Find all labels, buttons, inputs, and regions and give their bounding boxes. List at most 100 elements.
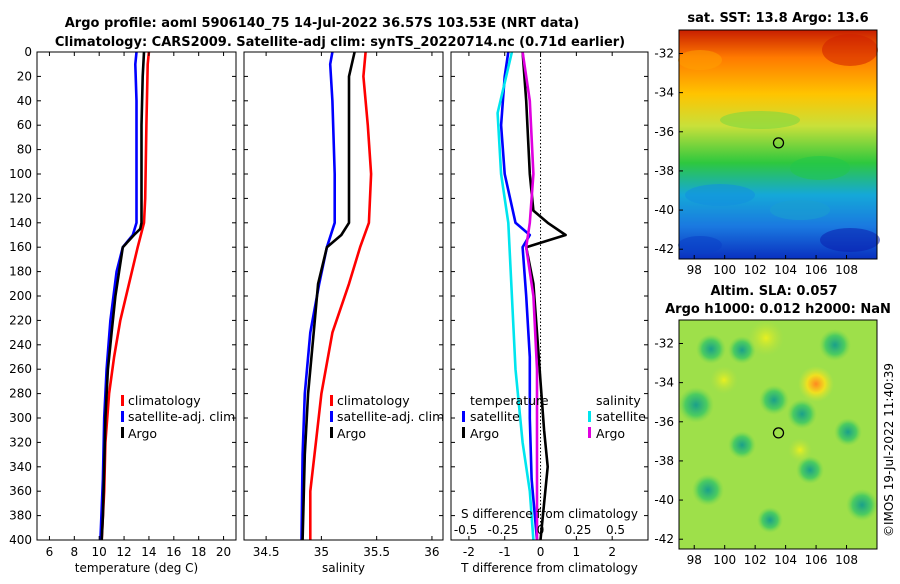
- x-tick-label: 8: [70, 545, 78, 559]
- y-tick-label: 220: [9, 313, 32, 327]
- map-y-tick-label: -40: [654, 203, 674, 217]
- legend-swatch-climatology: [121, 395, 124, 406]
- legend-label-satellite: satellite-adj. clim: [128, 409, 235, 424]
- y-tick-label: 100: [9, 167, 32, 181]
- map-x-tick-label: 104: [774, 553, 797, 567]
- difference-legend: temperature satellite Argo salinity sate…: [462, 393, 646, 441]
- y-tick-label: 280: [9, 387, 32, 401]
- x-tick-label: 10: [92, 545, 107, 559]
- legend-label-sat-sal: satellite: [596, 409, 646, 424]
- legend-label-climatology: climatology: [337, 393, 410, 408]
- legend-swatch-argo: [121, 427, 124, 438]
- legend-swatch-argo: [330, 427, 333, 438]
- y-tick-label: 60: [17, 118, 32, 132]
- y-tick-label: 300: [9, 411, 32, 425]
- x-tick-label: 6: [46, 545, 54, 559]
- map-x-tick-label: 104: [774, 263, 797, 277]
- map-x-tick-label: 98: [687, 263, 702, 277]
- x-tick-label: 18: [191, 545, 206, 559]
- top-tick-label: 0: [537, 523, 545, 537]
- legend-label-sat-temp: satellite: [470, 409, 520, 424]
- x-tick-label: 20: [216, 545, 231, 559]
- sst-map-axes: 98 100 102 104 106 108 -32 -34 -36 -38 -40 -42: [654, 46, 858, 277]
- top-tick-label: -0.25: [488, 523, 519, 537]
- map-y-tick-label: -34: [654, 86, 674, 100]
- x-tick-label: 35.5: [363, 545, 390, 559]
- map-y-tick-label: -32: [654, 46, 674, 60]
- legend-swatch-argo-temp: [462, 427, 465, 438]
- legend-label-argo: Argo: [128, 426, 157, 441]
- y-tick-label: 180: [9, 265, 32, 279]
- y-tick-label: 360: [9, 484, 32, 498]
- x-tick-label: 35: [314, 545, 329, 559]
- y-tick-label: 200: [9, 289, 32, 303]
- map-y-tick-label: -38: [654, 164, 674, 178]
- y-tick-label: 80: [17, 143, 32, 157]
- figure-title-line2: Climatology: CARS2009. Satellite-adj cli…: [55, 35, 625, 50]
- top-tick-label: -0.5: [454, 523, 477, 537]
- map-x-tick-label: 100: [713, 263, 736, 277]
- top-tick-label: 0.25: [565, 523, 592, 537]
- panel-frame: [450, 51, 649, 541]
- legend-label-argo-temp: Argo: [470, 426, 499, 441]
- map-x-tick-label: 108: [835, 553, 858, 567]
- legend-swatch-satellite: [330, 411, 333, 422]
- map-y-tick-label: -36: [654, 125, 674, 139]
- legend-label-satellite: satellite-adj. clim: [337, 409, 444, 424]
- salinity-legend: climatology satellite-adj. clim Argo: [330, 393, 444, 441]
- x-tick-label: 14: [141, 545, 156, 559]
- map-x-tick-label: 102: [744, 553, 767, 567]
- figure-title-line1: Argo profile: aoml 5906140_75 14-Jul-202…: [65, 16, 580, 31]
- map-x-tick-label: 98: [687, 553, 702, 567]
- y-tick-label: 320: [9, 435, 32, 449]
- map-y-tick-label: -32: [654, 336, 674, 350]
- y-tick-label: 340: [9, 460, 32, 474]
- y-tick-label: 40: [17, 94, 32, 108]
- sst-argo-location-marker: [772, 137, 785, 149]
- legend-label-argo: Argo: [337, 426, 366, 441]
- y-tick-label: 260: [9, 362, 32, 376]
- legend-label-argo-sal: Argo: [596, 426, 625, 441]
- map-y-tick-label: -36: [654, 415, 674, 429]
- series-line-argo-salinity: [521, 51, 539, 540]
- y-tick-label: 120: [9, 191, 32, 205]
- x-axis-label: T difference from climatology: [460, 561, 638, 575]
- map-x-tick-label: 106: [805, 263, 828, 277]
- sla-map-subtitle: Argo h1000: 0.012 h2000: NaN: [665, 302, 891, 317]
- sst-map-frame: [678, 29, 878, 260]
- map-x-tick-label: 102: [744, 263, 767, 277]
- map-y-tick-label: -34: [654, 376, 674, 390]
- difference-panel: -2 -1 0 1 2 T difference from climatology S di…: [450, 51, 649, 575]
- y-tick-label: 240: [9, 338, 32, 352]
- x-tick-label: -1: [499, 545, 511, 559]
- imos-watermark: ©IMOS 19-Jul-2022 11:40:39: [882, 363, 896, 537]
- legend-title-temperature: temperature: [470, 393, 549, 408]
- sla-map-frame: [678, 319, 878, 550]
- salinity-panel: 34.5 35 35.5 36 salinity: [243, 51, 444, 575]
- series-line-satellite-salinity: [496, 51, 535, 541]
- top-tick-label: 0.5: [606, 523, 625, 537]
- y-tick-label: 160: [9, 240, 32, 254]
- legend-label-climatology: climatology: [128, 393, 201, 408]
- x-tick-label: 12: [116, 545, 131, 559]
- sla-texture: [678, 320, 878, 533]
- y-tick-label: 20: [17, 69, 32, 83]
- series-line-climatology: [309, 51, 373, 540]
- legend-swatch-argo-sal: [588, 427, 591, 438]
- x-tick-label: 34.5: [253, 545, 280, 559]
- sla-argo-location-marker: [772, 427, 785, 439]
- series-line-argo: [301, 51, 356, 541]
- temperature-legend: climatology satellite-adj. clim Argo: [121, 393, 235, 441]
- legend-swatch-climatology: [330, 395, 333, 406]
- temperature-panel: 0 20 40 60 80 100 120 140 160 180 200 220 240 260 280 3…: [9, 45, 237, 575]
- y-tick-label: 380: [9, 509, 32, 523]
- sst-texture: [678, 34, 880, 254]
- legend-swatch-sat-temp: [462, 411, 465, 422]
- top-axis-label: S difference from climatology: [461, 507, 638, 521]
- map-x-tick-label: 100: [713, 553, 736, 567]
- sst-map-title: sat. SST: 13.8 Argo: 13.6: [687, 11, 868, 26]
- map-x-tick-label: 108: [835, 263, 858, 277]
- map-y-tick-label: -42: [654, 532, 674, 546]
- legend-swatch-sat-sal: [588, 411, 591, 422]
